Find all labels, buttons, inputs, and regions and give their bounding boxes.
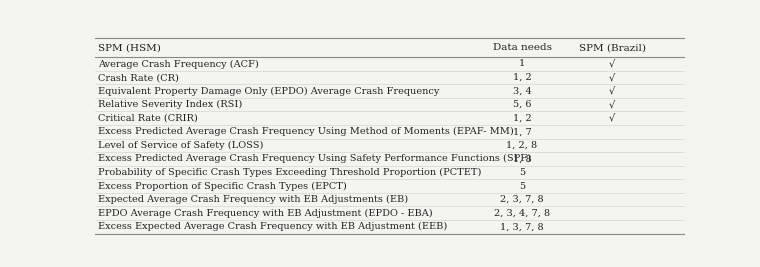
Text: Excess Proportion of Specific Crash Types (EPCT): Excess Proportion of Specific Crash Type…: [98, 182, 347, 191]
Text: 3, 4: 3, 4: [513, 87, 531, 96]
Text: √: √: [609, 114, 616, 123]
Text: 1, 3, 7, 8: 1, 3, 7, 8: [500, 222, 544, 231]
Text: 5: 5: [519, 168, 525, 177]
Text: 1, 8: 1, 8: [513, 154, 531, 163]
Text: 2, 3, 4, 7, 8: 2, 3, 4, 7, 8: [494, 209, 550, 218]
Text: 1, 2: 1, 2: [513, 114, 531, 123]
Text: Critical Rate (CRIR): Critical Rate (CRIR): [98, 114, 198, 123]
Text: Average Crash Frequency (ACF): Average Crash Frequency (ACF): [98, 60, 258, 69]
Text: √: √: [609, 73, 616, 82]
Text: Level of Service of Safety (LOSS): Level of Service of Safety (LOSS): [98, 141, 263, 150]
Text: Equivalent Property Damage Only (EPDO) Average Crash Frequency: Equivalent Property Damage Only (EPDO) A…: [98, 87, 439, 96]
Text: Data needs: Data needs: [492, 43, 552, 52]
Text: 5, 6: 5, 6: [513, 100, 531, 109]
Text: SPM (HSM): SPM (HSM): [98, 43, 161, 52]
Text: 5: 5: [519, 182, 525, 191]
Text: Excess Predicted Average Crash Frequency Using Method of Moments (EPAF- MM): Excess Predicted Average Crash Frequency…: [98, 127, 514, 136]
Text: √: √: [609, 100, 616, 109]
Text: Relative Severity Index (RSI): Relative Severity Index (RSI): [98, 100, 242, 109]
Text: 1, 2, 8: 1, 2, 8: [506, 141, 537, 150]
Text: 1: 1: [519, 60, 525, 68]
Text: Expected Average Crash Frequency with EB Adjustments (EB): Expected Average Crash Frequency with EB…: [98, 195, 408, 204]
Text: Excess Expected Average Crash Frequency with EB Adjustment (EEB): Excess Expected Average Crash Frequency …: [98, 222, 447, 231]
Text: 1, 7: 1, 7: [513, 127, 531, 136]
Text: 2, 3, 7, 8: 2, 3, 7, 8: [500, 195, 544, 204]
Text: √: √: [609, 87, 616, 96]
Text: SPM (Brazil): SPM (Brazil): [578, 43, 646, 52]
Text: Probability of Specific Crash Types Exceeding Threshold Proportion (PCTET): Probability of Specific Crash Types Exce…: [98, 168, 481, 177]
Text: Excess Predicted Average Crash Frequency Using Safety Performance Functions (SPF: Excess Predicted Average Crash Frequency…: [98, 154, 531, 163]
Text: Crash Rate (CR): Crash Rate (CR): [98, 73, 179, 82]
Text: 1, 2: 1, 2: [513, 73, 531, 82]
Text: EPDO Average Crash Frequency with EB Adjustment (EPDO - EBA): EPDO Average Crash Frequency with EB Adj…: [98, 209, 432, 218]
Text: √: √: [609, 60, 616, 68]
